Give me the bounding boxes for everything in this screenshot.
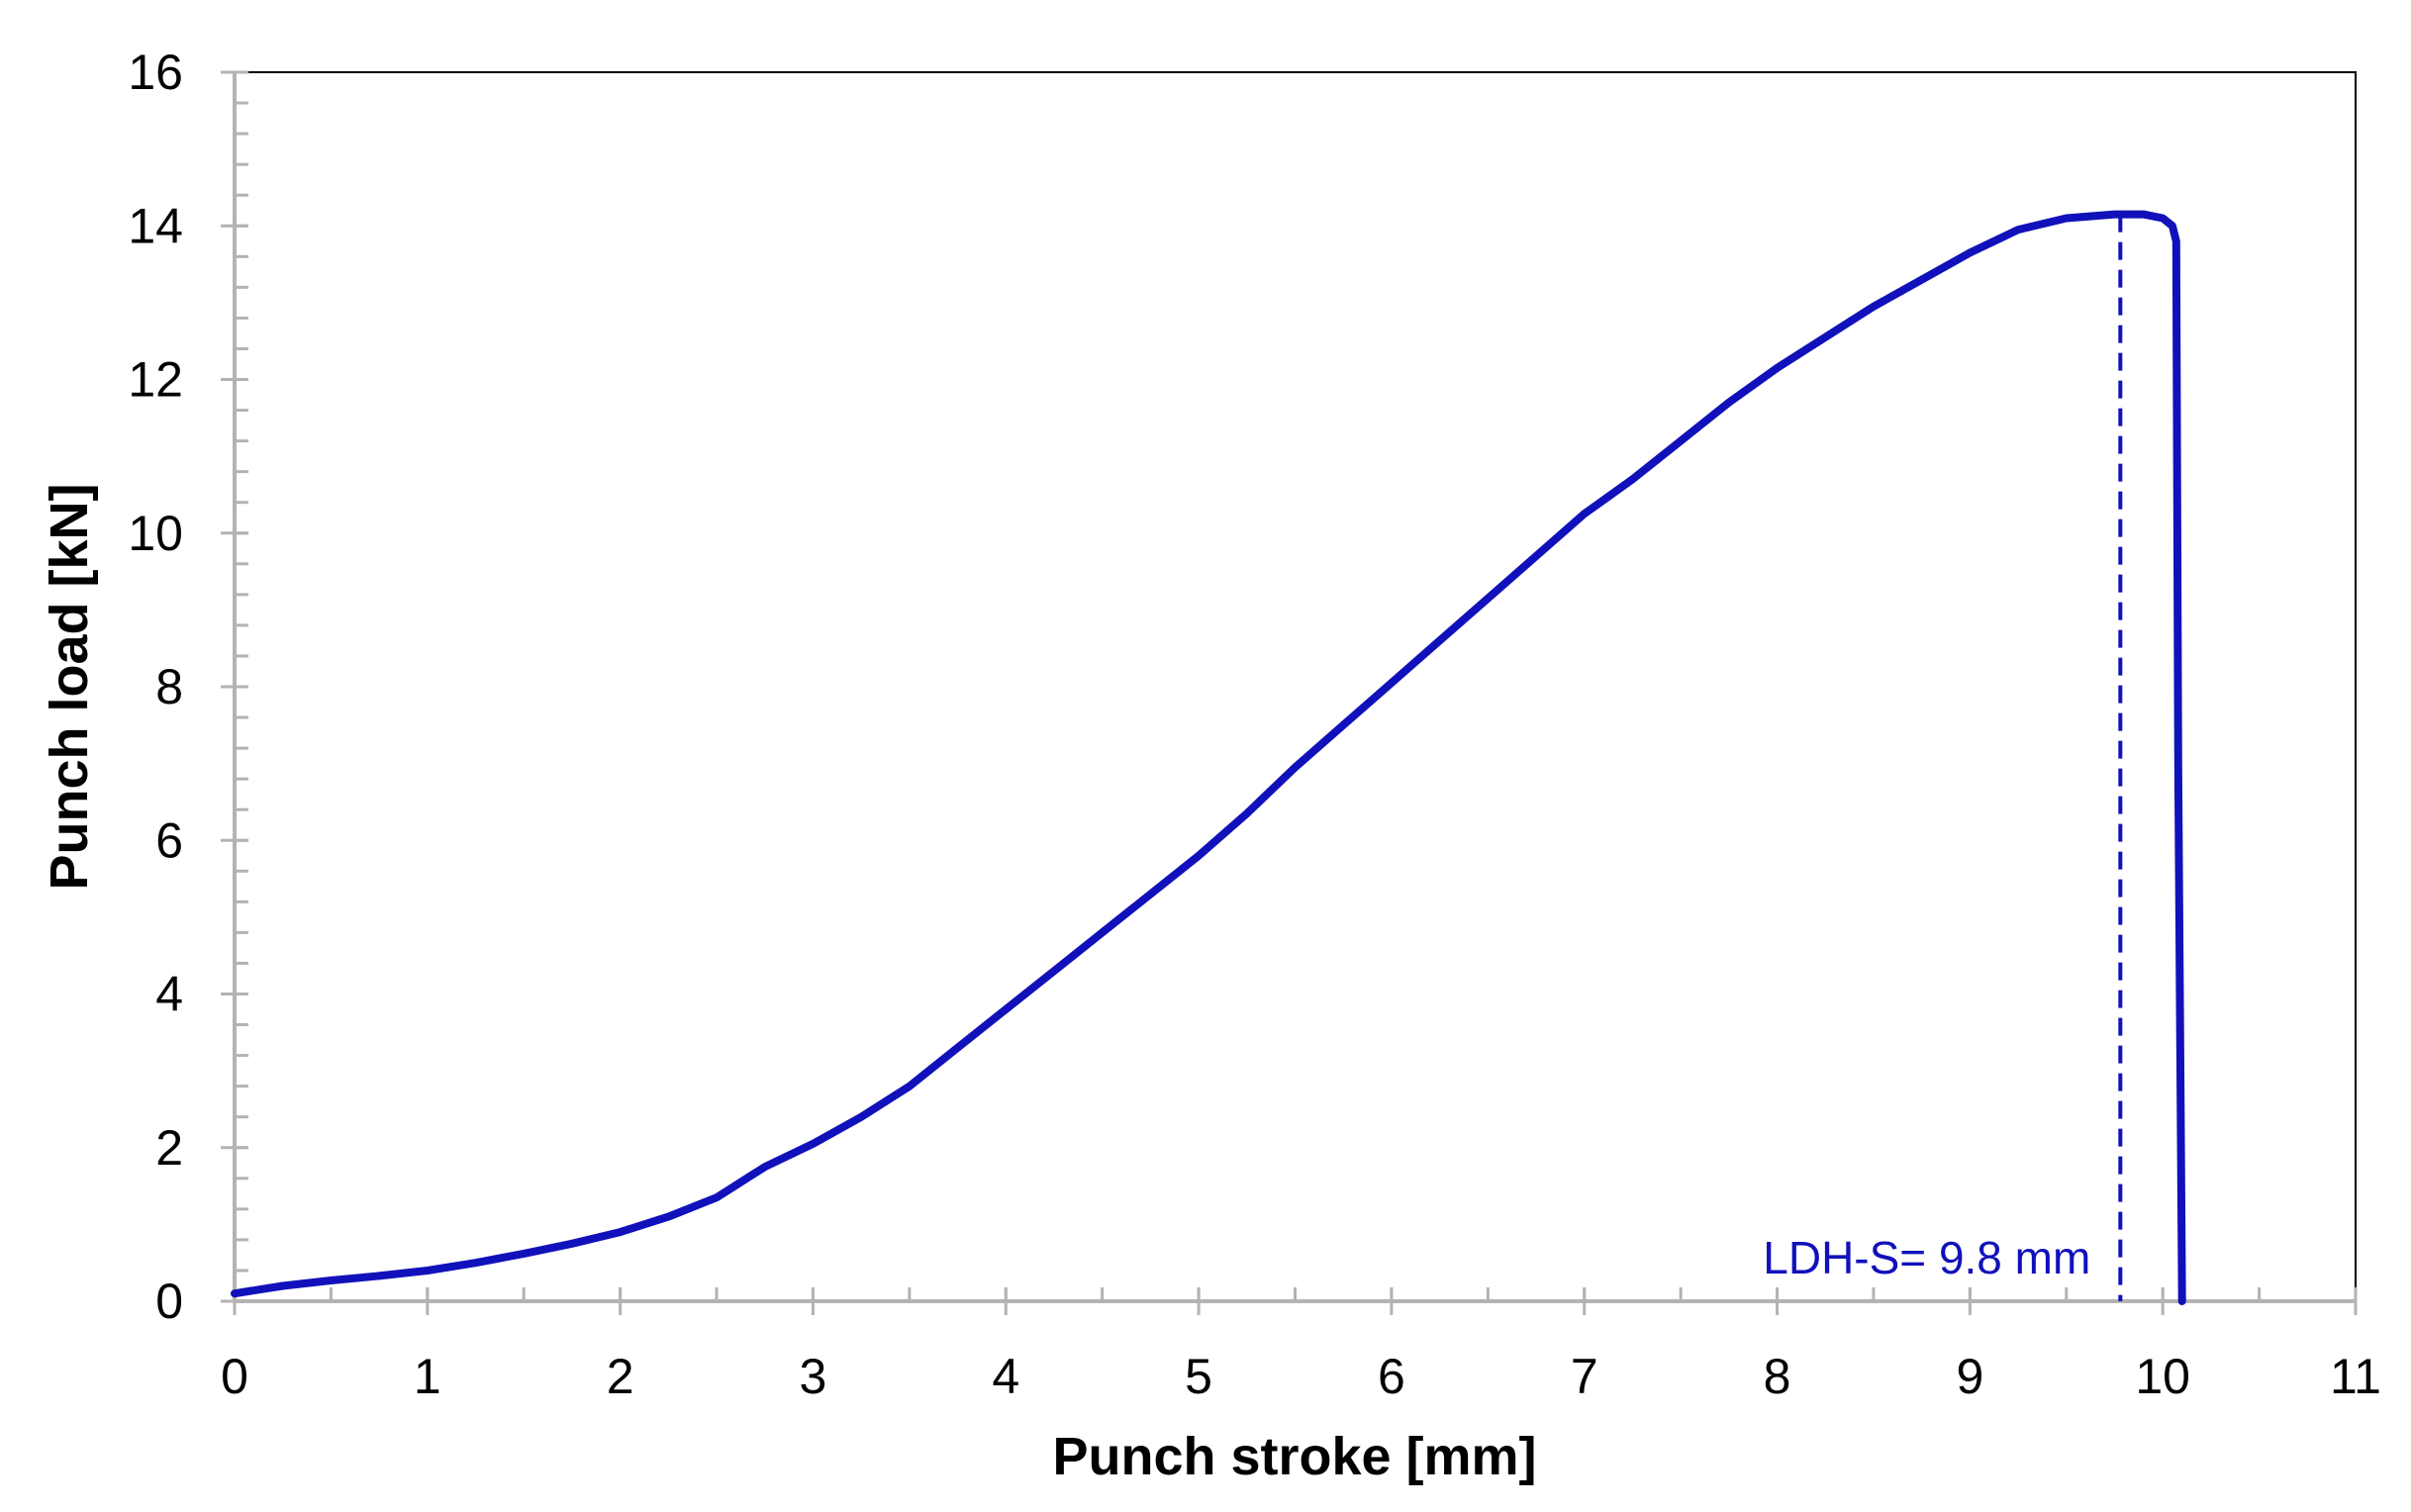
ldh-annotation-label: LDH-S= 9.8 mm xyxy=(1763,1232,2090,1283)
y-tick-label: 8 xyxy=(155,659,183,714)
x-tick-label: 6 xyxy=(1378,1349,1405,1404)
x-tick-label: 2 xyxy=(607,1349,634,1404)
x-tick-label: 3 xyxy=(800,1349,827,1404)
x-axis-title: Punch stroke [mm] xyxy=(1052,1427,1536,1486)
y-tick-label: 4 xyxy=(155,967,183,1022)
x-tick-label: 8 xyxy=(1764,1349,1791,1404)
x-tick-label: 5 xyxy=(1185,1349,1212,1404)
series-layer xyxy=(231,210,2186,1305)
y-major-ticks xyxy=(221,70,248,1303)
y-tick-label: 2 xyxy=(155,1120,183,1176)
y-tick-label: 16 xyxy=(128,45,183,100)
y-tick-label: 0 xyxy=(155,1274,183,1329)
x-tick-label: 0 xyxy=(221,1349,248,1404)
x-tick-labels: 0 1 2 3 4 5 6 7 8 9 10 11 xyxy=(221,1349,2381,1404)
x-tick-label: 4 xyxy=(992,1349,1019,1404)
x-tick-label: 7 xyxy=(1571,1349,1598,1404)
y-tick-label: 10 xyxy=(128,506,183,561)
x-tick-label: 11 xyxy=(2330,1349,2381,1404)
x-tick-label: 9 xyxy=(1956,1349,1983,1404)
x-tick-label: 1 xyxy=(414,1349,441,1404)
y-tick-label: 14 xyxy=(128,198,183,253)
y-tick-labels: 0 2 4 6 8 10 12 14 16 xyxy=(128,45,183,1329)
plot-frame xyxy=(234,71,2357,1302)
y-tick-label: 12 xyxy=(128,352,183,408)
annotation-layer: LDH-S= 9.8 mm xyxy=(1763,214,2123,1301)
x-tick-label: 10 xyxy=(2135,1349,2190,1404)
y-axis-title: Punch load [kN] xyxy=(40,483,99,890)
series-line xyxy=(231,210,2186,1305)
y-tick-label: 6 xyxy=(155,812,183,868)
